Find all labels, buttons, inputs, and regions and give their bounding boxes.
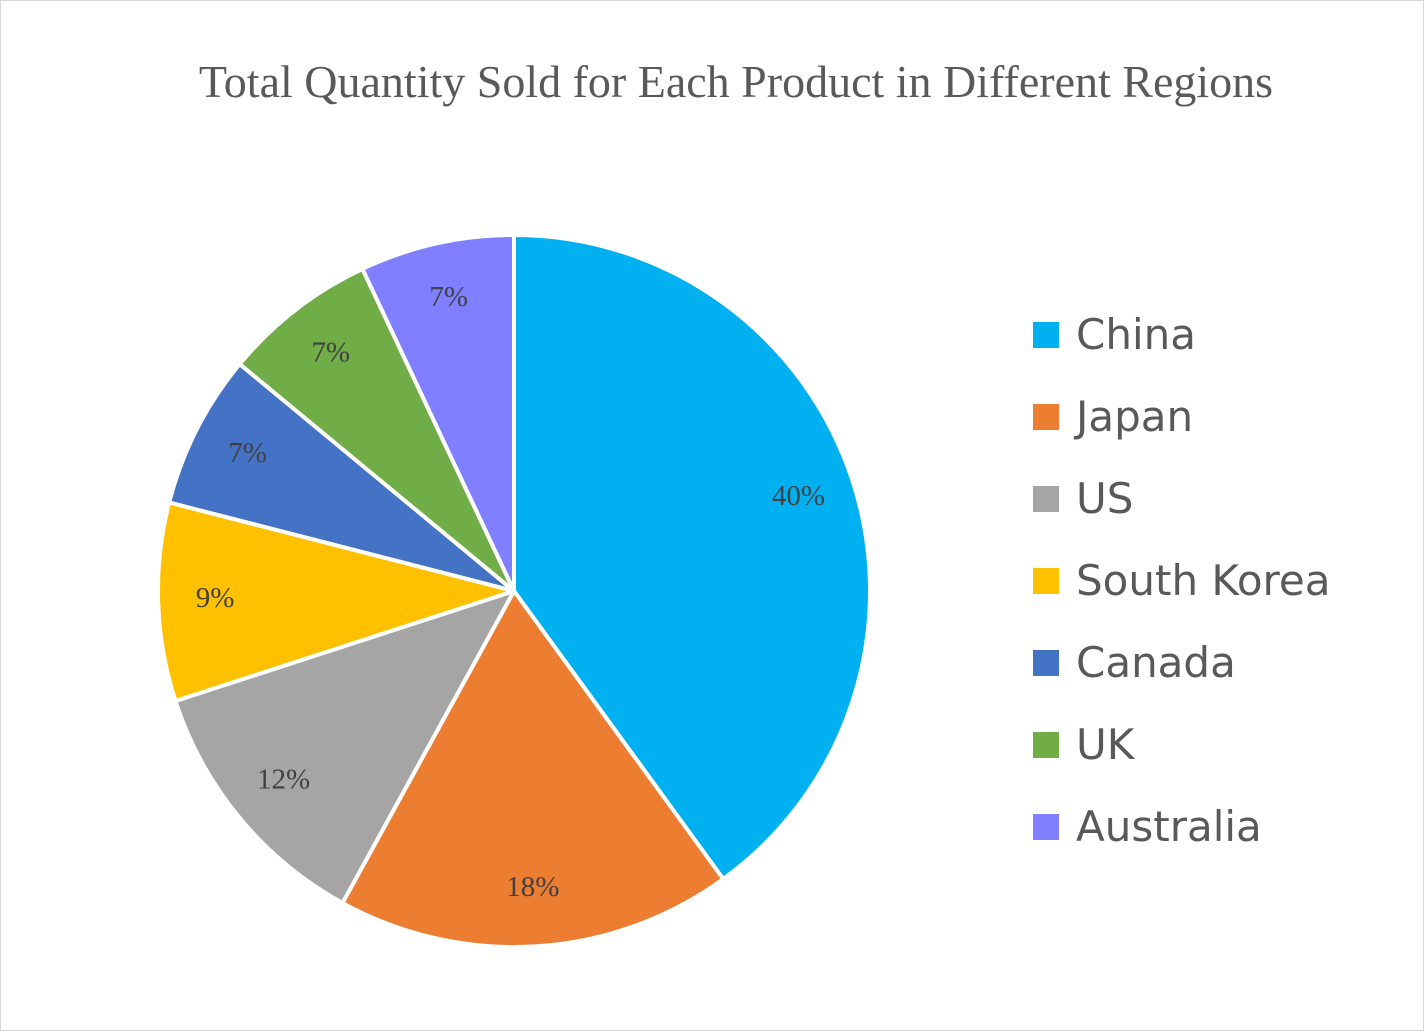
- pie-slice-canada: [167, 362, 516, 593]
- pie-slice-china: [512, 233, 872, 882]
- legend-item-japan: Japan: [1033, 376, 1330, 458]
- legend-label: UK: [1076, 720, 1135, 769]
- pie-slice-us: [173, 589, 516, 905]
- pie-slice-south-korea: [156, 500, 516, 704]
- data-label-canada: 7%: [228, 437, 267, 469]
- pie-slice-uk: [237, 266, 516, 593]
- legend-label: Japan: [1076, 392, 1194, 441]
- chart-title: Total Quantity Sold for Each Product in …: [198, 56, 1274, 107]
- legend-label: Australia: [1076, 802, 1262, 851]
- legend-swatch: [1033, 568, 1059, 594]
- legend-swatch: [1033, 814, 1059, 840]
- data-label-south-korea: 9%: [196, 582, 235, 614]
- data-label-us: 12%: [257, 763, 310, 795]
- legend-label: Canada: [1076, 638, 1236, 687]
- data-label-australia: 7%: [429, 281, 468, 313]
- legend-label: China: [1076, 310, 1196, 359]
- legend-item-us: US: [1033, 458, 1330, 540]
- legend-swatch: [1033, 650, 1059, 676]
- pie-slice-australia: [360, 233, 516, 593]
- legend-item-uk: UK: [1033, 704, 1330, 786]
- legend-label: US: [1076, 474, 1134, 523]
- legend-swatch: [1033, 404, 1059, 430]
- legend-item-south-korea: South Korea: [1033, 540, 1330, 622]
- data-label-japan: 18%: [506, 871, 559, 903]
- data-label-uk: 7%: [311, 336, 350, 368]
- legend-item-australia: Australia: [1033, 786, 1330, 868]
- legend-swatch: [1033, 322, 1059, 348]
- data-label-china: 40%: [772, 480, 825, 512]
- legend-label: South Korea: [1076, 556, 1331, 605]
- legend-item-china: China: [1033, 294, 1330, 376]
- legend-swatch: [1033, 486, 1059, 512]
- legend-item-canada: Canada: [1033, 622, 1330, 704]
- legend-swatch: [1033, 732, 1059, 758]
- legend: China Japan US South Korea Canada UK Australia: [1033, 294, 1330, 868]
- pie-slice-japan: [340, 589, 726, 949]
